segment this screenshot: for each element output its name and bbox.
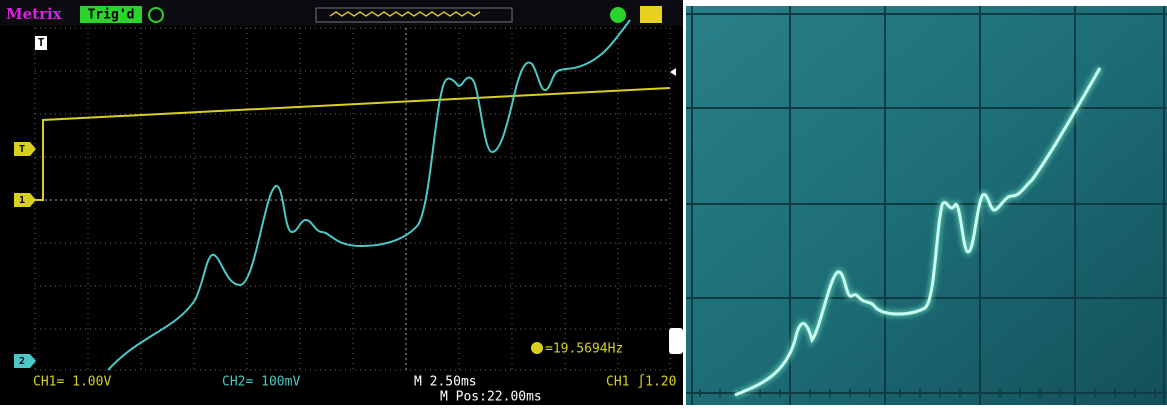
analog-scope: [683, 0, 1167, 405]
brand: Metrix: [6, 5, 63, 23]
level-marker: T: [19, 144, 25, 155]
memory-bar: [315, 7, 513, 23]
photo-trace: [734, 67, 1102, 397]
ch1-trace: [35, 87, 671, 201]
grid: [34, 27, 671, 371]
ch2-marker: 2: [19, 356, 25, 367]
ch2-trace: [107, 19, 631, 371]
run-icon: [610, 7, 626, 23]
level-marker-box: [14, 142, 36, 156]
trigger-marker: T: [38, 36, 45, 49]
ch1-marker: 1: [19, 195, 25, 206]
usb-icon: [640, 6, 662, 23]
status: Trig'd: [88, 8, 135, 23]
ch2-scale: CH2= 100mV: [222, 375, 300, 390]
timebase: M 2.50ms: [414, 375, 477, 390]
probe-icon: [148, 7, 164, 23]
digital-scope: Metrix Trig'd T T 1 2: [0, 0, 683, 405]
photo-grid: [686, 6, 1167, 405]
ch1-marker-box: [14, 193, 36, 207]
frequency: =19.5694Hz: [545, 342, 623, 357]
trigger-marker-box: [35, 36, 47, 50]
memory-wave: [329, 11, 481, 17]
trigger-setting: CH1 ∫1.20: [606, 374, 676, 390]
side-tab: [669, 328, 683, 354]
status-box: [80, 6, 142, 23]
scope-background: [0, 0, 683, 405]
ch1-scale: CH1= 1.00V: [33, 375, 111, 390]
photo-screen: [686, 6, 1167, 405]
position: M Pos:22.00ms: [440, 390, 542, 405]
ch2-marker-box: [14, 354, 36, 368]
trigger-pos: [670, 68, 676, 76]
freq-icon: [531, 342, 543, 354]
